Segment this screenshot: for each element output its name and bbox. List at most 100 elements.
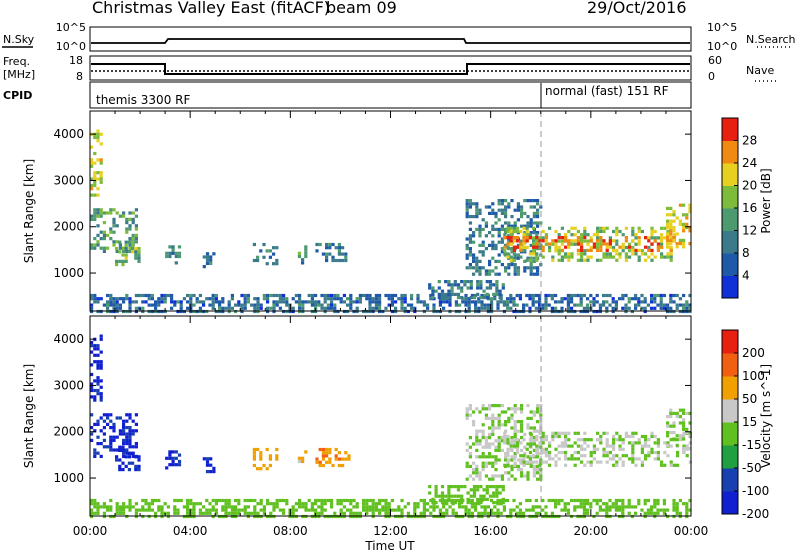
echo-cell <box>112 422 116 426</box>
echo-cell <box>504 269 508 273</box>
echo-cell <box>544 447 548 451</box>
echo-cell <box>624 239 628 243</box>
echo-cell <box>564 233 568 237</box>
echo-cell <box>503 434 507 439</box>
echo-cell <box>605 508 609 512</box>
echo-cell <box>494 416 498 420</box>
echo-cell <box>586 502 590 506</box>
echo-cell <box>211 300 215 304</box>
echo-cell <box>560 444 564 448</box>
echo-cell <box>134 468 138 472</box>
echo-cell <box>580 258 584 262</box>
echo-cell <box>669 300 673 304</box>
echo-cell <box>631 441 635 445</box>
echo-cell <box>131 461 135 465</box>
echo-cell <box>410 303 414 307</box>
echo-cell <box>227 303 231 307</box>
echo-cell <box>573 293 577 298</box>
echo-cell <box>163 297 167 301</box>
echo-cell <box>624 255 628 259</box>
echo-region <box>90 334 103 402</box>
echo-cell <box>90 193 94 197</box>
echo-cell <box>171 463 175 467</box>
echo-cell <box>358 297 362 301</box>
echo-cell <box>432 306 436 310</box>
echo-cell <box>560 498 564 503</box>
echo-cell <box>211 297 215 301</box>
echo-cell <box>465 243 469 247</box>
echo-cell <box>150 303 154 307</box>
echo-cell <box>666 242 670 246</box>
echo-cell <box>320 498 324 503</box>
echo-cell <box>221 306 225 310</box>
echo-cell <box>662 303 666 307</box>
echo-cell <box>157 498 161 503</box>
echo-cell <box>510 247 514 251</box>
echo-cell <box>576 258 580 262</box>
echo-cell <box>512 300 516 304</box>
echo-cell <box>534 498 538 503</box>
echo-cell <box>99 177 103 181</box>
echo-cell <box>128 438 132 442</box>
echo-cell <box>352 505 356 509</box>
echo-cell <box>365 505 369 509</box>
echo-cell <box>447 283 451 287</box>
echo-cell <box>96 132 100 136</box>
echo-cell <box>122 249 126 253</box>
echo-cell <box>93 243 97 247</box>
echo-cell <box>371 297 375 301</box>
echo-cell <box>536 269 540 273</box>
echo-cell <box>112 297 116 301</box>
echo-cell <box>438 303 442 307</box>
echo-cell <box>583 441 587 445</box>
echo-cell <box>628 434 632 439</box>
echo-cell <box>541 229 545 234</box>
echo-cell <box>472 234 476 238</box>
echo-cell <box>212 466 216 470</box>
echo-cell <box>115 502 119 506</box>
echo-cell <box>516 243 520 247</box>
echo-cell <box>298 498 302 503</box>
echo-cell <box>582 508 586 512</box>
echo-cell <box>125 505 129 509</box>
echo-cell <box>618 505 622 509</box>
echo-cell <box>214 297 218 301</box>
echo-cell <box>230 505 234 509</box>
echo-cell <box>352 498 356 503</box>
echo-cell <box>573 303 577 307</box>
echo-cell <box>536 199 540 203</box>
echo-cell <box>602 508 606 512</box>
echo-cell <box>502 300 506 304</box>
echo-cell <box>410 306 414 310</box>
echo-cell <box>579 502 583 506</box>
echo-cell <box>469 494 473 498</box>
echo-cell <box>475 468 479 472</box>
echo-cell <box>346 498 350 503</box>
echo-cell <box>672 437 676 441</box>
echo-cell <box>644 454 648 458</box>
echo-cell <box>128 211 132 215</box>
echo-cell <box>660 460 664 464</box>
echo-cell <box>666 245 670 249</box>
echo-cell <box>478 211 482 215</box>
echo-cell <box>99 132 103 136</box>
echo-cell <box>506 450 510 455</box>
echo-cell <box>256 300 260 304</box>
echo-cell <box>602 252 606 256</box>
echo-cell <box>318 463 322 468</box>
echo-cell <box>497 259 501 263</box>
echo-cell <box>189 300 193 304</box>
echo-cell <box>570 297 574 301</box>
echo-cell <box>344 451 348 455</box>
echo-cell <box>454 300 458 304</box>
echo-cell <box>650 300 654 304</box>
echo-cell <box>444 292 448 296</box>
echo-cell <box>599 434 603 439</box>
echo-cell <box>544 450 548 455</box>
echo-cell <box>509 255 513 259</box>
echo-cell <box>481 218 485 222</box>
echo-cell <box>535 444 539 448</box>
echo-cell <box>171 450 175 454</box>
nsky-label: N.Sky <box>3 33 35 46</box>
echo-cell <box>371 498 375 503</box>
